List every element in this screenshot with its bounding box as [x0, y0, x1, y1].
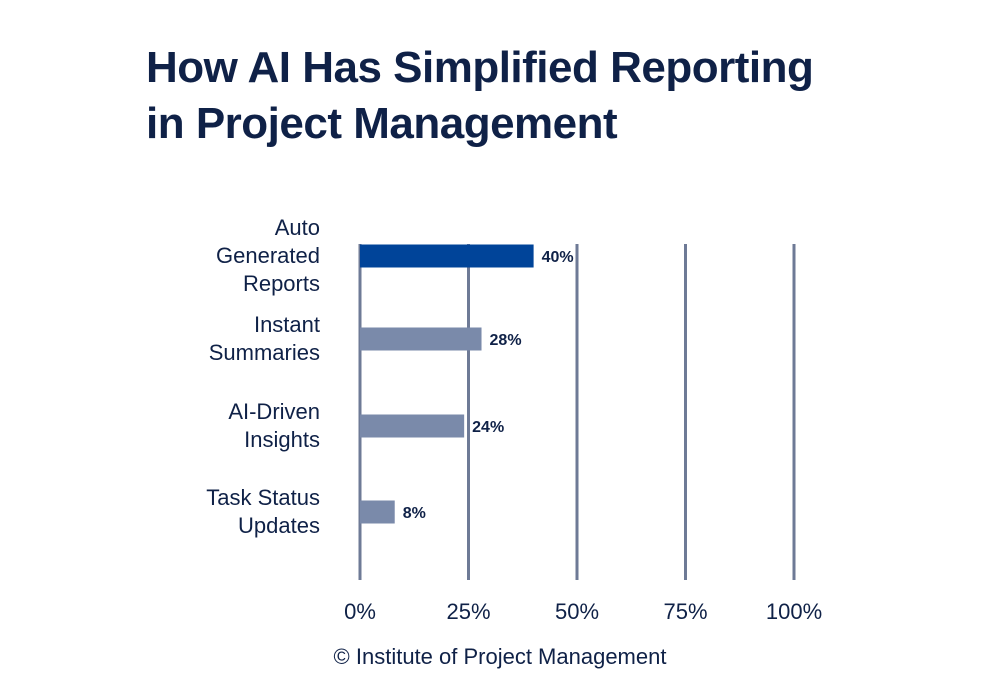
category-label: Task Status — [206, 485, 320, 510]
category-label: Generated — [216, 243, 320, 268]
chart-title: How AI Has Simplified Reporting in Proje… — [146, 40, 946, 152]
data-labels: 40% 28% 24% 8% — [403, 249, 574, 522]
category-label: AI-Driven — [228, 399, 320, 424]
chart-title-line-2: in Project Management — [146, 99, 618, 148]
category-label: Summaries — [209, 340, 320, 365]
bar-1 — [360, 327, 482, 351]
x-tick-label: 75% — [663, 599, 707, 624]
x-tick-label: 50% — [555, 599, 599, 624]
data-label: 24% — [472, 419, 504, 436]
copyright-credit: © Institute of Project Management — [333, 644, 667, 669]
data-label: 8% — [403, 505, 426, 522]
chart-title-line-1: How AI Has Simplified Reporting — [146, 43, 814, 92]
grid-lines — [358, 244, 796, 580]
bars — [360, 244, 534, 524]
x-tick-label: 25% — [446, 599, 490, 624]
category-label: Instant — [254, 312, 320, 337]
data-label: 28% — [490, 332, 522, 349]
category-label: Updates — [238, 513, 320, 538]
bar-0 — [360, 244, 534, 268]
bar-chart: Auto Generated Reports Instant Summaries AI-D… — [206, 215, 822, 624]
category-label: Insights — [244, 427, 320, 452]
bar-3 — [360, 500, 395, 524]
bar-2 — [360, 414, 465, 438]
data-label: 40% — [542, 249, 574, 266]
category-label: Reports — [243, 271, 320, 296]
x-axis-tick-labels: 0% 25% 50% 75% 100% — [344, 599, 822, 624]
category-label: Auto — [275, 215, 320, 240]
x-tick-label: 0% — [344, 599, 376, 624]
x-tick-label: 100% — [766, 599, 822, 624]
category-labels: Auto Generated Reports Instant Summaries AI-D… — [206, 215, 320, 538]
